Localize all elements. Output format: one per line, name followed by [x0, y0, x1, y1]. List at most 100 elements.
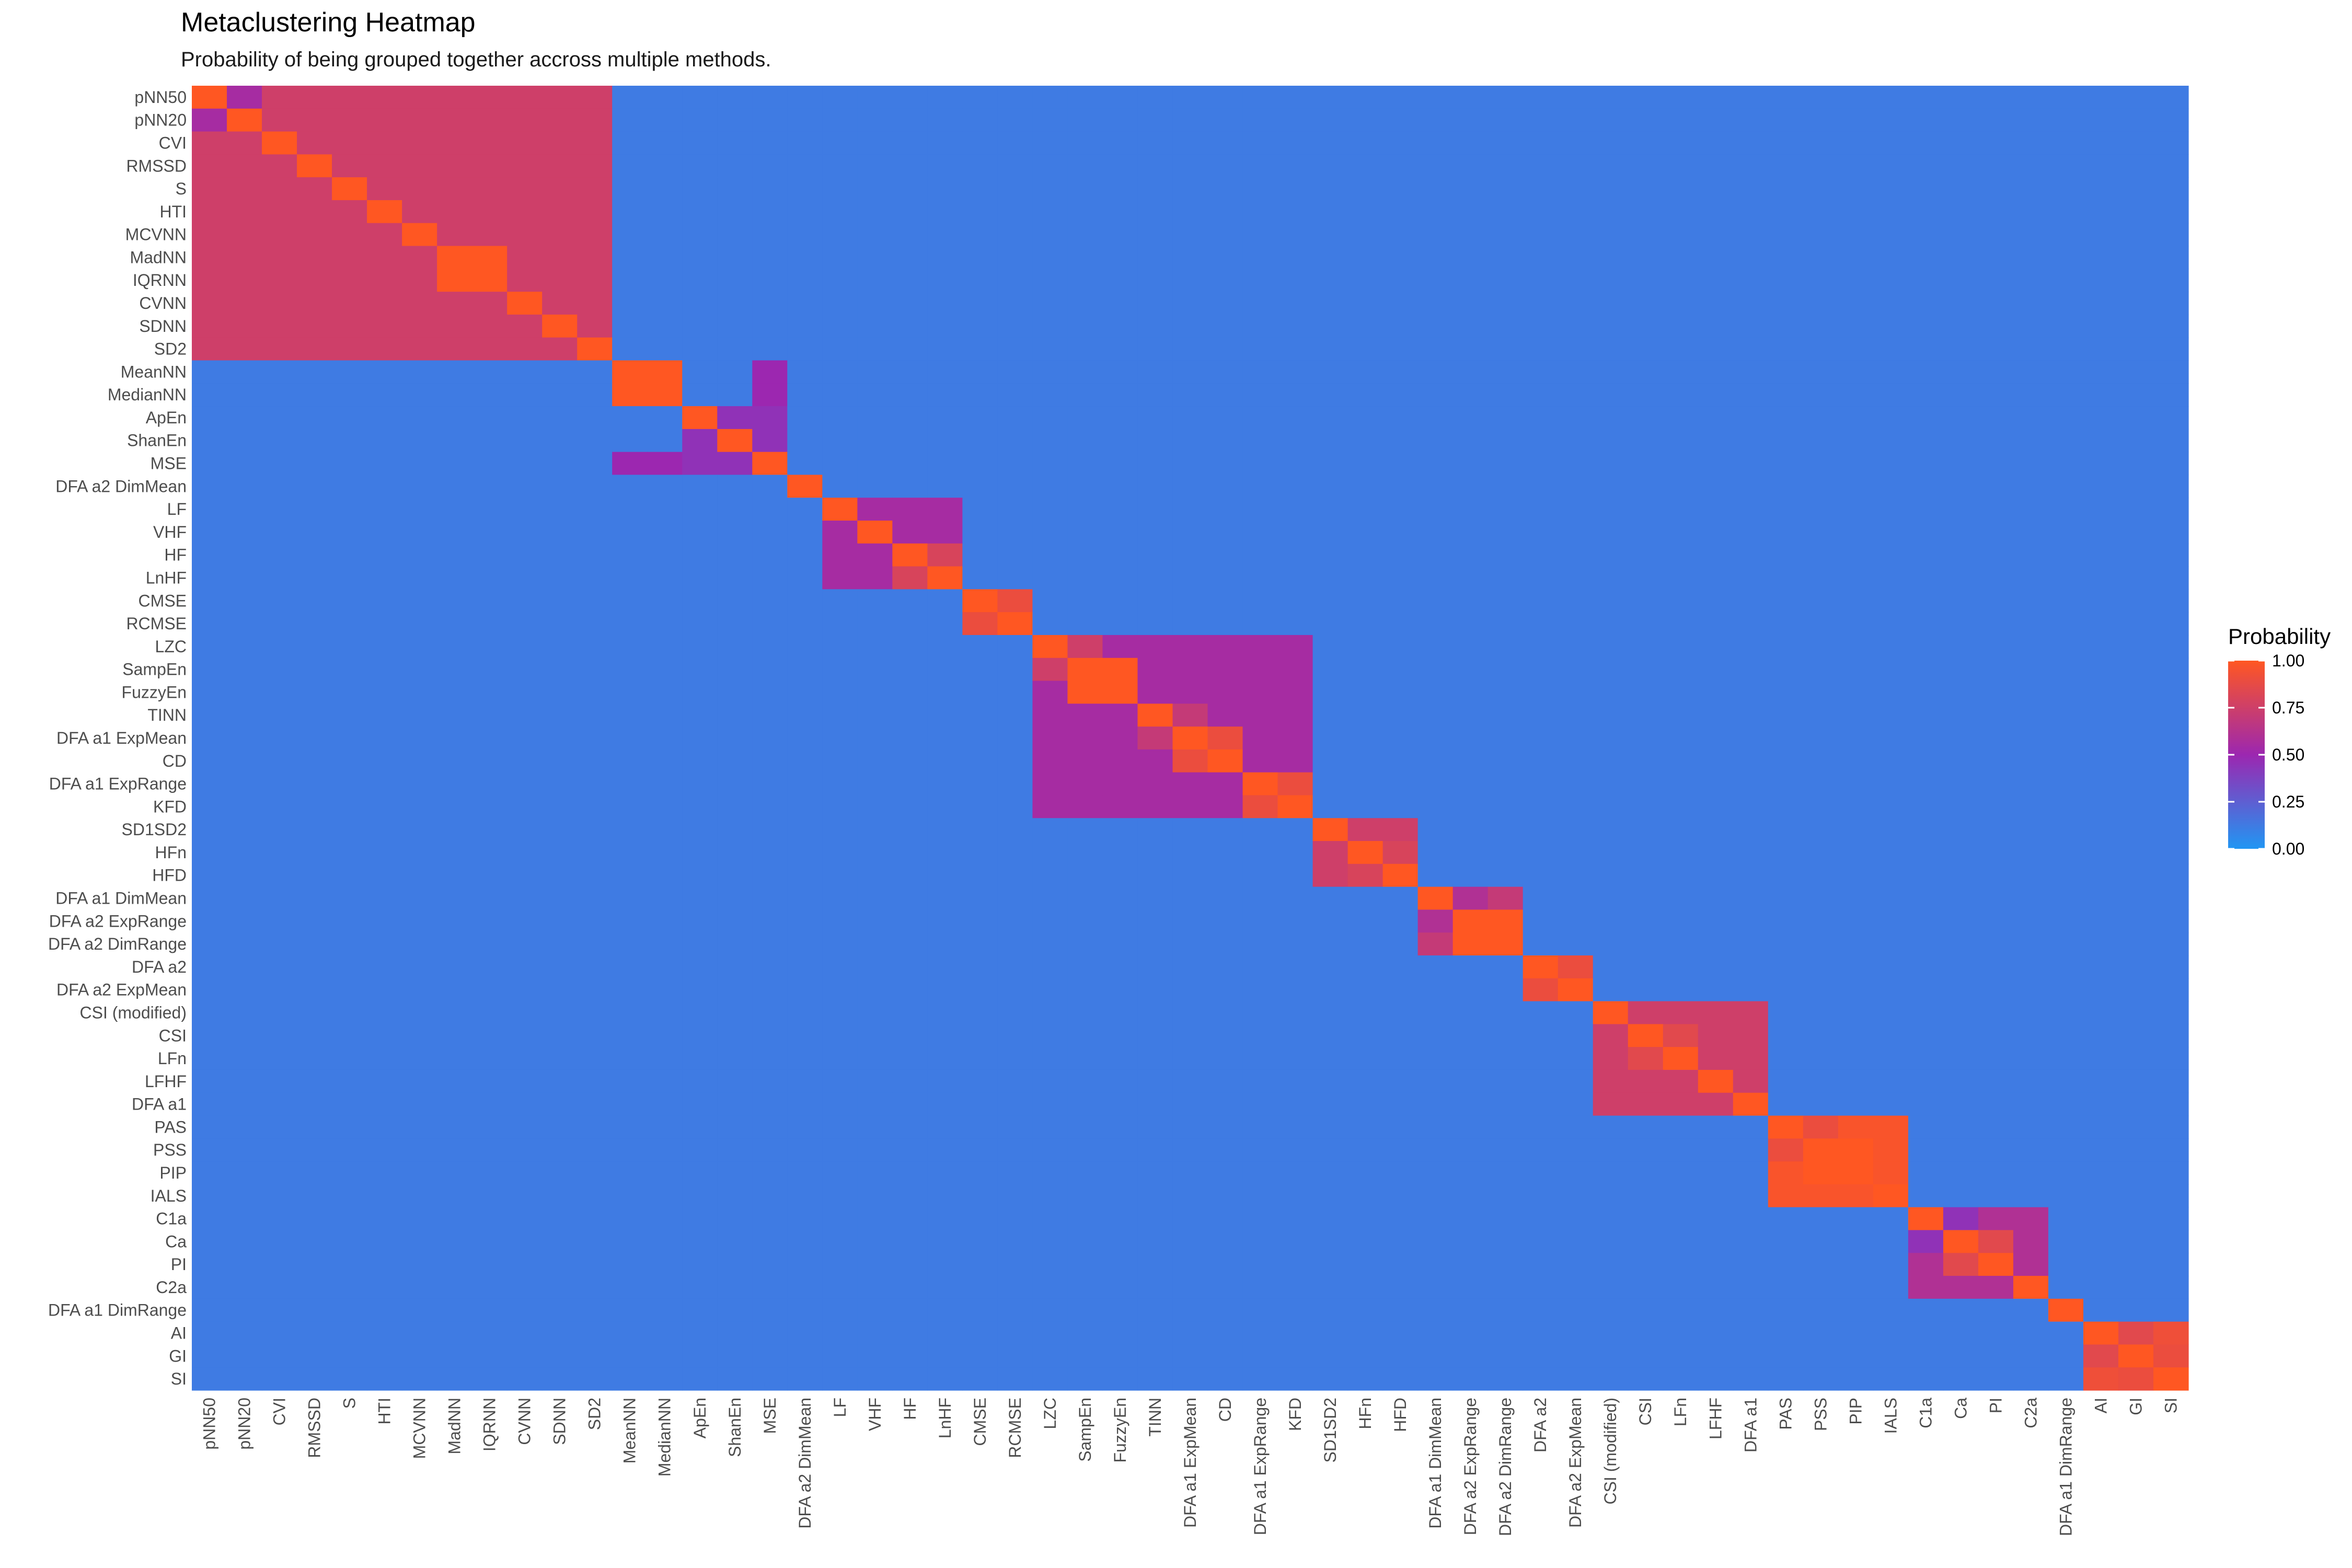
heatmap-cell — [1207, 1115, 1243, 1139]
heatmap-cell — [717, 86, 753, 109]
heatmap-cell — [1733, 360, 1769, 384]
heatmap-cell — [717, 1092, 753, 1116]
heatmap-cell — [1768, 1276, 1804, 1299]
heatmap-cell — [507, 292, 543, 315]
heatmap-cell — [1733, 200, 1769, 224]
heatmap-cell — [1102, 955, 1138, 979]
heatmap-cell — [1452, 498, 1489, 521]
heatmap-cell — [1908, 1115, 1944, 1139]
heatmap-cell — [1382, 360, 1419, 384]
heatmap-cell — [2013, 543, 2049, 567]
heatmap-cell — [1032, 383, 1068, 407]
heatmap-cell — [1628, 498, 1664, 521]
heatmap-cell — [1523, 635, 1559, 659]
heatmap-cell — [2083, 543, 2119, 567]
heatmap-cell — [1768, 681, 1804, 704]
heatmap-cell — [1137, 772, 1173, 796]
heatmap-cell — [1523, 314, 1559, 338]
heatmap-cell — [1242, 909, 1278, 933]
heatmap-cell — [542, 360, 578, 384]
heatmap-cell — [192, 429, 227, 453]
heatmap-cell — [2153, 635, 2189, 659]
heatmap-cell — [1032, 749, 1068, 773]
heatmap-cell — [1663, 475, 1699, 498]
heatmap-cell — [1733, 978, 1769, 1002]
heatmap-cell — [1242, 749, 1278, 773]
heatmap-cell — [2013, 955, 2049, 979]
heatmap-cell — [1698, 337, 1734, 361]
heatmap-cell — [787, 841, 823, 864]
heatmap-cell — [2083, 1024, 2119, 1047]
heatmap-cell — [1102, 1321, 1138, 1345]
heatmap-cell — [927, 337, 963, 361]
heatmap-cell — [682, 360, 718, 384]
heatmap-cell — [1382, 246, 1419, 269]
heatmap-cell — [927, 383, 963, 407]
heatmap-cell — [2118, 543, 2154, 567]
heatmap-cell — [682, 1092, 718, 1116]
heatmap-cell — [2048, 612, 2084, 636]
heatmap-cell — [997, 1184, 1033, 1208]
heatmap-cell — [1242, 1344, 1278, 1368]
heatmap-cell — [1488, 406, 1524, 430]
heatmap-cell — [1312, 1230, 1348, 1253]
heatmap-cell — [1347, 863, 1383, 887]
heatmap-cell — [1803, 1344, 1839, 1368]
heatmap-cell — [752, 1184, 788, 1208]
heatmap-cell — [1347, 681, 1383, 704]
heatmap-cell — [1382, 383, 1419, 407]
heatmap-cell — [1663, 658, 1699, 682]
heatmap-cell — [927, 1138, 963, 1162]
heatmap-cell — [1908, 86, 1944, 109]
heatmap-cell — [787, 177, 823, 201]
heatmap-cell — [1873, 841, 1909, 864]
heatmap-cell — [2153, 475, 2189, 498]
heatmap-cell — [1838, 772, 1874, 796]
heatmap-cell — [1838, 841, 1874, 864]
heatmap-cell — [1382, 131, 1419, 155]
heatmap-cell — [542, 589, 578, 613]
heatmap-cell — [1628, 1161, 1664, 1185]
heatmap-cell — [1838, 589, 1874, 613]
heatmap-cell — [332, 1276, 367, 1299]
heatmap-cell — [192, 612, 227, 636]
heatmap-cell — [1452, 955, 1489, 979]
heatmap-cell — [1558, 932, 1594, 956]
heatmap-cell — [682, 566, 718, 590]
heatmap-cell — [1733, 681, 1769, 704]
heatmap-cell — [262, 1298, 297, 1322]
heatmap-cell — [1277, 818, 1313, 841]
heatmap-cell — [1102, 566, 1138, 590]
heatmap-cell — [367, 566, 402, 590]
heatmap-cell — [2048, 1047, 2084, 1070]
heatmap-cell — [227, 635, 262, 659]
heatmap-cell — [822, 1230, 858, 1253]
heatmap-cell — [2083, 749, 2119, 773]
heatmap-cell — [1943, 1115, 1979, 1139]
heatmap-cell — [507, 154, 543, 178]
heatmap-cell — [1312, 932, 1348, 956]
heatmap-cell — [1137, 246, 1173, 269]
heatmap-cell — [577, 749, 613, 773]
heatmap-cell — [647, 818, 683, 841]
heatmap-cell — [1943, 269, 1979, 292]
heatmap-cell — [1207, 406, 1243, 430]
heatmap-cell — [787, 1069, 823, 1093]
heatmap-cell — [1663, 452, 1699, 476]
heatmap-cell — [1382, 406, 1419, 430]
heatmap-cell — [787, 543, 823, 567]
heatmap-cell — [402, 727, 437, 750]
heatmap-cell — [927, 1321, 963, 1345]
heatmap-cell — [1698, 841, 1734, 864]
heatmap-cell — [1067, 1276, 1103, 1299]
heatmap-cell — [402, 1024, 437, 1047]
heatmap-cell — [1698, 383, 1734, 407]
heatmap-cell — [1102, 543, 1138, 567]
heatmap-cell — [1908, 1253, 1944, 1276]
heatmap-cell — [857, 863, 893, 887]
heatmap-cell — [822, 498, 858, 521]
heatmap-cell — [1488, 1001, 1524, 1024]
heatmap-cell — [1207, 635, 1243, 659]
heatmap-cell — [1803, 749, 1839, 773]
heatmap-cell — [1558, 246, 1594, 269]
